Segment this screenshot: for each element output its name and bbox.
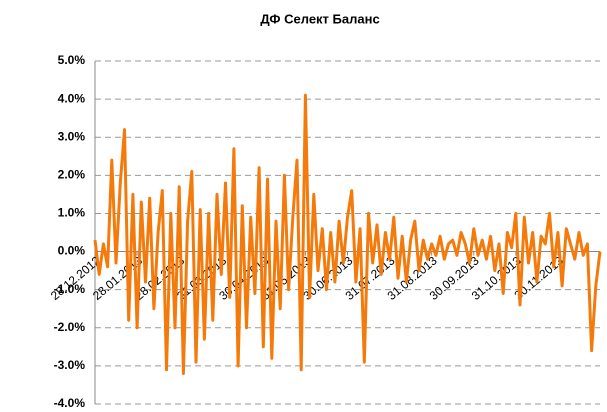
y-tick-label: 3.0% xyxy=(58,129,86,143)
y-tick-label: 1.0% xyxy=(58,206,86,220)
y-tick-label: -2.0% xyxy=(54,320,86,334)
chart-title: ДФ Селект Баланс xyxy=(260,11,379,26)
y-tick-label: 2.0% xyxy=(58,168,86,182)
y-tick-label: -4.0% xyxy=(54,396,86,410)
y-tick-label: 5.0% xyxy=(58,53,86,67)
y-tick-label: 0.0% xyxy=(58,244,86,258)
y-tick-label: 4.0% xyxy=(58,91,86,105)
series-line xyxy=(93,93,602,375)
y-tick-label: -3.0% xyxy=(54,358,86,372)
y-tick-label: -1.0% xyxy=(54,282,86,296)
